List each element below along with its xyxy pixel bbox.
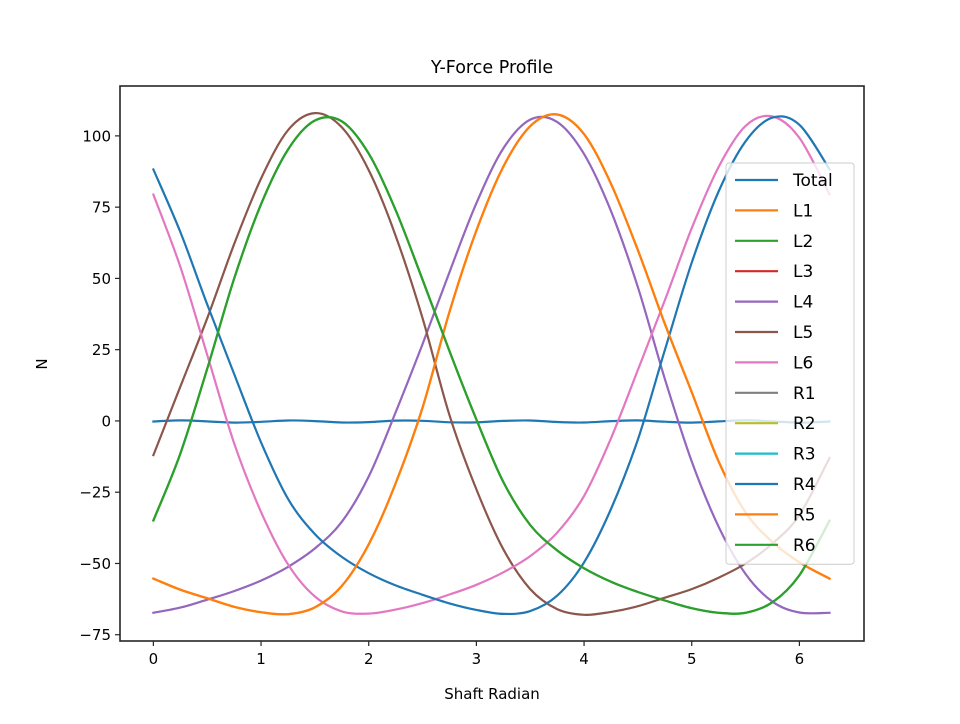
legend-label: L6 bbox=[793, 353, 813, 373]
y-axis-ticks: −75 −50 −25 0 25 50 75 100 bbox=[79, 127, 120, 644]
series-line-l6 bbox=[151, 114, 831, 615]
x-tick-label: 2 bbox=[364, 650, 374, 668]
legend-item-r5: R5 bbox=[735, 505, 816, 525]
x-tick-label: 4 bbox=[579, 650, 589, 668]
legend-item-r3: R3 bbox=[735, 445, 816, 465]
y-tick-label: 0 bbox=[101, 412, 111, 430]
y-axis-label: N bbox=[33, 358, 51, 369]
legend-label: R5 bbox=[793, 505, 816, 525]
legend-label: R6 bbox=[793, 536, 816, 556]
series-line-r5 bbox=[151, 113, 831, 616]
y-tick-label: 75 bbox=[92, 199, 111, 217]
legend-label: R3 bbox=[793, 445, 816, 465]
legend-item-l4: L4 bbox=[735, 293, 813, 313]
legend: Total L1 L2 L3 L4 L5 L6 R1 R2 R3 R4 R5 R6 bbox=[725, 162, 855, 565]
legend-label: Total bbox=[792, 171, 833, 191]
legend-item-r1: R1 bbox=[735, 384, 816, 404]
legend-item-r2: R2 bbox=[735, 414, 816, 434]
y-tick-label: 25 bbox=[92, 341, 111, 359]
legend-label: R4 bbox=[793, 475, 816, 495]
legend-item-l6: L6 bbox=[735, 353, 813, 373]
legend-label: L3 bbox=[793, 262, 813, 282]
chart-title: Y-Force Profile bbox=[430, 58, 553, 78]
series-line-l4 bbox=[152, 115, 831, 615]
x-axis-label: Shaft Radian bbox=[444, 685, 540, 703]
plot-area bbox=[151, 111, 832, 616]
legend-item-l3: L3 bbox=[735, 262, 813, 282]
series-line-r4 bbox=[151, 115, 832, 616]
legend-label: L1 bbox=[793, 201, 813, 221]
legend-label: L2 bbox=[793, 232, 813, 252]
legend-item-l1: L1 bbox=[735, 201, 813, 221]
legend-label: R1 bbox=[793, 384, 816, 404]
y-tick-label: −75 bbox=[79, 626, 111, 644]
x-tick-label: 5 bbox=[687, 650, 697, 668]
legend-item-r4: R4 bbox=[735, 475, 816, 495]
y-tick-label: 100 bbox=[82, 127, 111, 145]
legend-label: L4 bbox=[793, 293, 813, 313]
legend-label: R2 bbox=[793, 414, 816, 434]
x-tick-label: 6 bbox=[795, 650, 805, 668]
x-tick-label: 0 bbox=[149, 650, 159, 668]
legend-item-l5: L5 bbox=[735, 323, 813, 343]
legend-label: L5 bbox=[793, 323, 813, 343]
series-line-l5 bbox=[151, 111, 831, 616]
x-tick-label: 3 bbox=[472, 650, 482, 668]
axes-frame bbox=[119, 85, 865, 642]
y-tick-label: −50 bbox=[79, 555, 111, 573]
legend-item-total: Total bbox=[735, 171, 833, 191]
legend-item-l2: L2 bbox=[735, 232, 813, 252]
x-axis-ticks: 0 1 2 3 4 5 6 bbox=[149, 641, 805, 668]
y-tick-label: −25 bbox=[79, 484, 111, 502]
legend-item-r6: R6 bbox=[735, 536, 816, 556]
series-line-total bbox=[152, 419, 831, 424]
x-tick-label: 1 bbox=[256, 650, 266, 668]
series-line-r6 bbox=[151, 115, 831, 615]
legend-box bbox=[725, 162, 855, 565]
y-tick-label: 50 bbox=[92, 270, 111, 288]
